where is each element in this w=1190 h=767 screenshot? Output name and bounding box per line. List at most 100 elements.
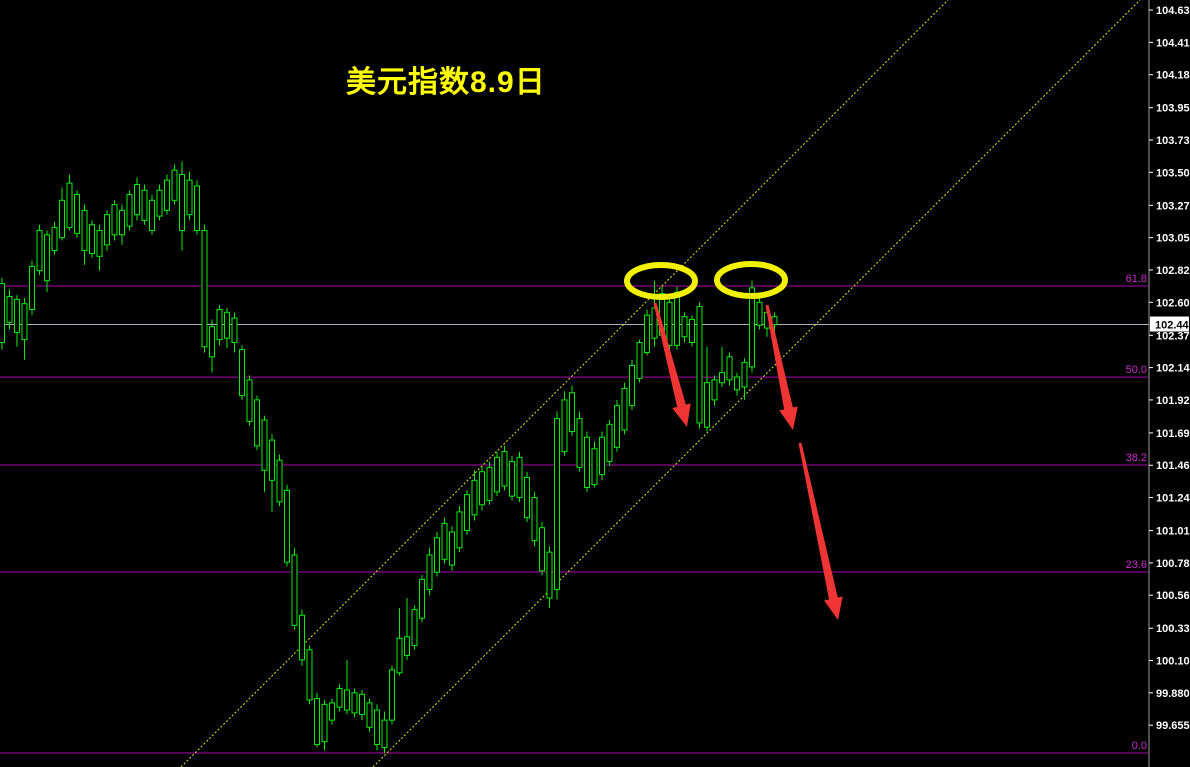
price-axis-label: 103.955 — [1156, 103, 1190, 115]
current-price-tag: 102.445 — [1150, 316, 1190, 332]
candle-body — [261, 419, 268, 471]
candle-body — [636, 341, 643, 379]
candle-body — [614, 405, 620, 448]
candle-body — [89, 224, 95, 254]
candle-body — [524, 476, 530, 519]
candle-body — [689, 319, 695, 343]
candle-body — [254, 399, 260, 447]
candle-body — [29, 265, 35, 310]
candle-body — [171, 169, 178, 201]
candle-body — [681, 316, 688, 338]
candle-body — [554, 418, 560, 590]
fib-level-label: 23.6 — [1126, 559, 1147, 571]
candle-body — [726, 356, 733, 381]
candle-body — [509, 461, 515, 497]
price-axis-label: 101.920 — [1156, 395, 1190, 407]
candle-body — [494, 456, 500, 493]
price-axis-label: 101.240 — [1156, 493, 1190, 505]
fib-level-label: 38.2 — [1126, 452, 1147, 464]
candle-body — [276, 459, 283, 503]
price-axis-label: 100.105 — [1156, 656, 1190, 668]
candle-body — [59, 199, 65, 239]
fib-level-label: 50.0 — [1126, 364, 1147, 376]
candle-body — [81, 209, 88, 252]
candle-body — [186, 179, 193, 216]
candle-body — [666, 301, 673, 346]
candle-body — [344, 689, 350, 711]
price-axis-label: 101.690 — [1156, 428, 1190, 440]
candle-body — [606, 423, 613, 463]
candle-body — [621, 387, 628, 431]
candle-body — [381, 719, 388, 748]
price-axis-background — [1149, 0, 1190, 767]
candle-body — [366, 702, 373, 728]
candle-body — [441, 522, 448, 560]
price-axis-label: 99.655 — [1156, 720, 1190, 732]
candle-body — [756, 301, 763, 326]
channel-line[interactable] — [180, 0, 949, 767]
candle-body — [104, 214, 110, 246]
candle-body — [321, 703, 328, 743]
candle-body — [66, 182, 73, 229]
channel-line[interactable] — [372, 0, 1141, 767]
price-axis-label: 102.600 — [1156, 297, 1190, 309]
candle-body — [209, 326, 215, 358]
candle-body — [569, 392, 575, 433]
candle-body — [629, 364, 635, 407]
candle-body — [336, 688, 343, 708]
price-axis-label: 102.370 — [1156, 330, 1190, 342]
candle-body — [479, 471, 485, 506]
candle-body — [561, 399, 568, 453]
candle-body — [674, 291, 680, 346]
candle-body — [486, 466, 493, 501]
candle-body — [149, 199, 155, 231]
price-axis-label: 104.185 — [1156, 70, 1190, 82]
candle-body — [36, 229, 43, 272]
candle-body — [464, 494, 470, 532]
price-axis-label: 100.785 — [1156, 558, 1190, 570]
candle-body — [231, 317, 238, 343]
candle-body — [389, 669, 395, 721]
highlight-ellipse[interactable] — [624, 262, 698, 300]
candle-body — [374, 709, 380, 746]
candle-body — [734, 376, 740, 391]
candle-body — [314, 698, 320, 746]
candle-body — [284, 489, 290, 563]
candle-body — [539, 527, 545, 572]
fib-level-label: 0.0 — [1132, 740, 1147, 752]
candle-body — [449, 531, 455, 566]
highlight-ellipse[interactable] — [714, 261, 788, 299]
candle-body — [44, 234, 50, 282]
down-arrow[interactable] — [765, 304, 798, 430]
candle-body — [141, 189, 148, 221]
price-axis-label: 100.560 — [1156, 590, 1190, 602]
price-axis-label: 104.410 — [1156, 37, 1190, 49]
candle-body — [711, 379, 718, 401]
candle-body — [704, 382, 710, 428]
candle-body — [651, 307, 658, 339]
fib-level-label: 61.8 — [1126, 273, 1147, 285]
down-arrow[interactable] — [798, 442, 843, 620]
candle-body — [96, 229, 103, 257]
price-axis-label: 99.880 — [1156, 688, 1190, 700]
price-axis-label: 103.050 — [1156, 233, 1190, 245]
candle-body — [426, 554, 433, 590]
candle-body — [306, 649, 313, 701]
candlesticks — [0, 161, 778, 754]
down-arrow[interactable] — [653, 302, 691, 427]
candle-body — [6, 296, 13, 323]
candle-body — [531, 497, 538, 542]
candle-body — [456, 511, 463, 549]
candle-body — [119, 209, 125, 236]
price-axis-label: 103.730 — [1156, 135, 1190, 147]
price-axis-label: 100.330 — [1156, 623, 1190, 635]
candle-body — [51, 227, 58, 252]
candle-body — [299, 614, 305, 661]
candle-body — [194, 185, 200, 231]
highlight-ellipses — [624, 261, 788, 300]
candle-body — [329, 702, 335, 721]
fib-retracement-lines: 61.8 50.0 38.2 23.6 0.0 — [0, 273, 1148, 754]
candle-body — [599, 436, 605, 476]
candle-body — [239, 349, 245, 397]
